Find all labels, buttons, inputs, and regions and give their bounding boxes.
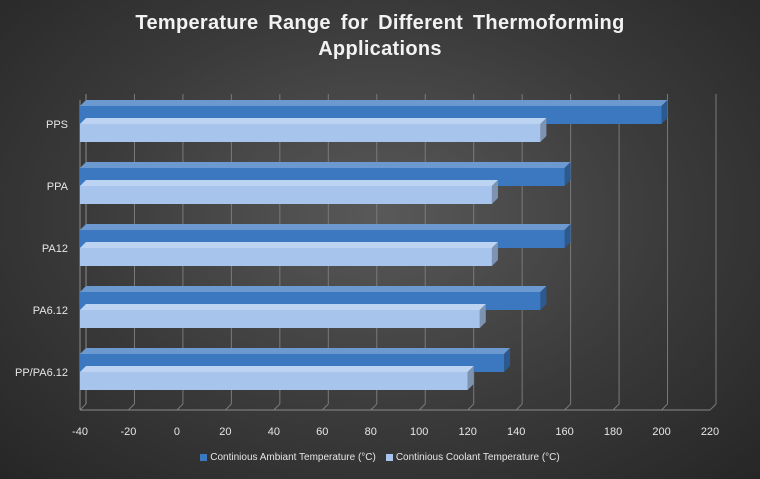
legend-swatch-coolant: [386, 454, 393, 461]
bar-0-1-top: [80, 162, 571, 168]
x-tick-label: -40: [72, 426, 88, 438]
floor-gridline-10: [565, 404, 571, 410]
floor-gridline-5: [322, 404, 328, 410]
category-label: PP/PA6.12: [15, 367, 68, 379]
legend-swatch-ambient: [200, 454, 207, 461]
floor-gridline-3: [225, 404, 231, 410]
floor-gridline-12: [662, 404, 668, 410]
bar-0-3-top: [80, 286, 546, 292]
x-tick-label: 60: [316, 426, 328, 438]
bar-1-2: [80, 248, 492, 266]
x-tick-label: 180: [604, 426, 622, 438]
x-tick-label: 40: [268, 426, 280, 438]
bar-1-3: [80, 310, 480, 328]
x-tick-label: 200: [652, 426, 670, 438]
bar-1-1: [80, 186, 492, 204]
x-tick-label: 80: [365, 426, 377, 438]
bar-0-4-top: [80, 348, 510, 354]
floor-gridline-11: [613, 404, 619, 410]
bar-1-0-top: [80, 118, 546, 124]
floor-gridline-7: [419, 404, 425, 410]
legend-label-coolant: Continious Coolant Temperature (°C): [396, 452, 560, 463]
floor-gridline-4: [274, 404, 280, 410]
bar-1-2-top: [80, 242, 498, 248]
floor-gridline-8: [468, 404, 474, 410]
legend: Continious Ambiant Temperature (°C) Cont…: [0, 452, 760, 463]
floor-gridline-13: [710, 404, 716, 410]
x-tick-label: 20: [219, 426, 231, 438]
bar-1-4: [80, 372, 468, 390]
category-label: PPA: [47, 181, 69, 193]
floor-gridline-9: [516, 404, 522, 410]
bar-chart: -40 -20 0 20 40 60 80 100 120 140 160 180 200 220 PPS P…: [0, 0, 760, 479]
bar-1-4-top: [80, 366, 474, 372]
bar-1-1-top: [80, 180, 498, 186]
x-tick-label: 140: [507, 426, 525, 438]
legend-label-ambient: Continious Ambiant Temperature (°C): [210, 452, 376, 463]
x-tick-label: -20: [121, 426, 137, 438]
floor-gridline-2: [177, 404, 183, 410]
x-tick-label: 100: [410, 426, 428, 438]
legend-item-coolant: Continious Coolant Temperature (°C): [386, 452, 560, 463]
bar-0-0-top: [80, 100, 668, 106]
x-tick-label: 160: [555, 426, 573, 438]
floor-gridline-6: [371, 404, 377, 410]
x-tick-label: 220: [701, 426, 719, 438]
category-label: PA6.12: [33, 305, 68, 317]
bar-1-3-top: [80, 304, 486, 310]
category-label: PA12: [42, 243, 68, 255]
x-tick-label: 0: [174, 426, 180, 438]
floor-gridline-1: [128, 404, 134, 410]
x-tick-label: 120: [459, 426, 477, 438]
legend-item-ambient: Continious Ambiant Temperature (°C): [200, 452, 376, 463]
category-label: PPS: [46, 119, 68, 131]
bar-1-0: [80, 124, 540, 142]
bar-0-2-top: [80, 224, 571, 230]
floor-gridline-0: [80, 404, 86, 410]
